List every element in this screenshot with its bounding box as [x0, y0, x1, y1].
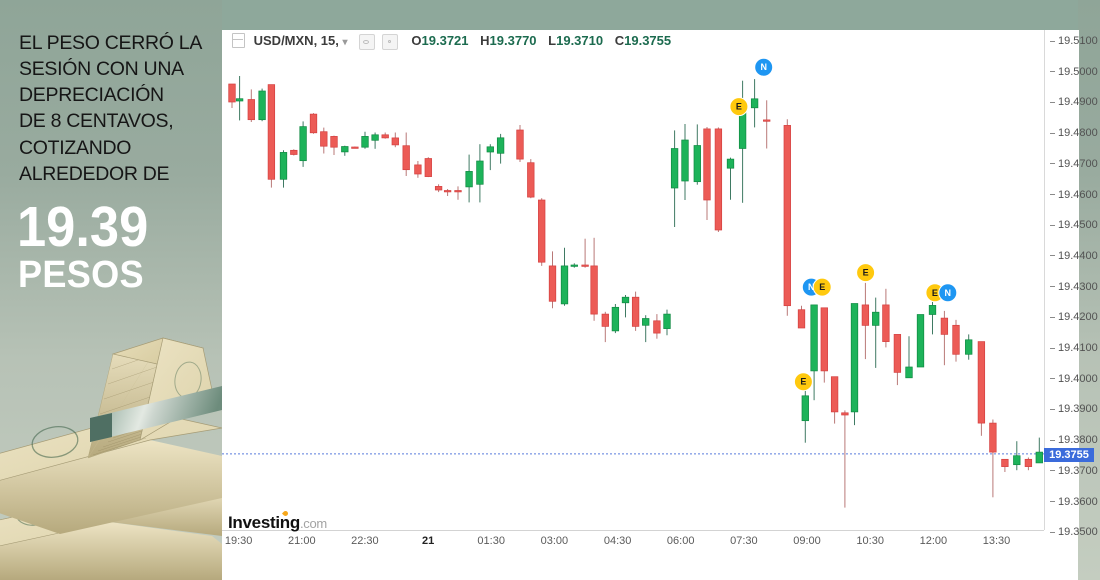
svg-text:N: N — [945, 288, 952, 298]
svg-text:N: N — [760, 62, 767, 72]
svg-text:E: E — [932, 288, 938, 298]
svg-text:E: E — [736, 102, 742, 112]
svg-text:E: E — [863, 268, 869, 278]
svg-text:E: E — [819, 282, 825, 292]
svg-text:E: E — [800, 377, 806, 387]
